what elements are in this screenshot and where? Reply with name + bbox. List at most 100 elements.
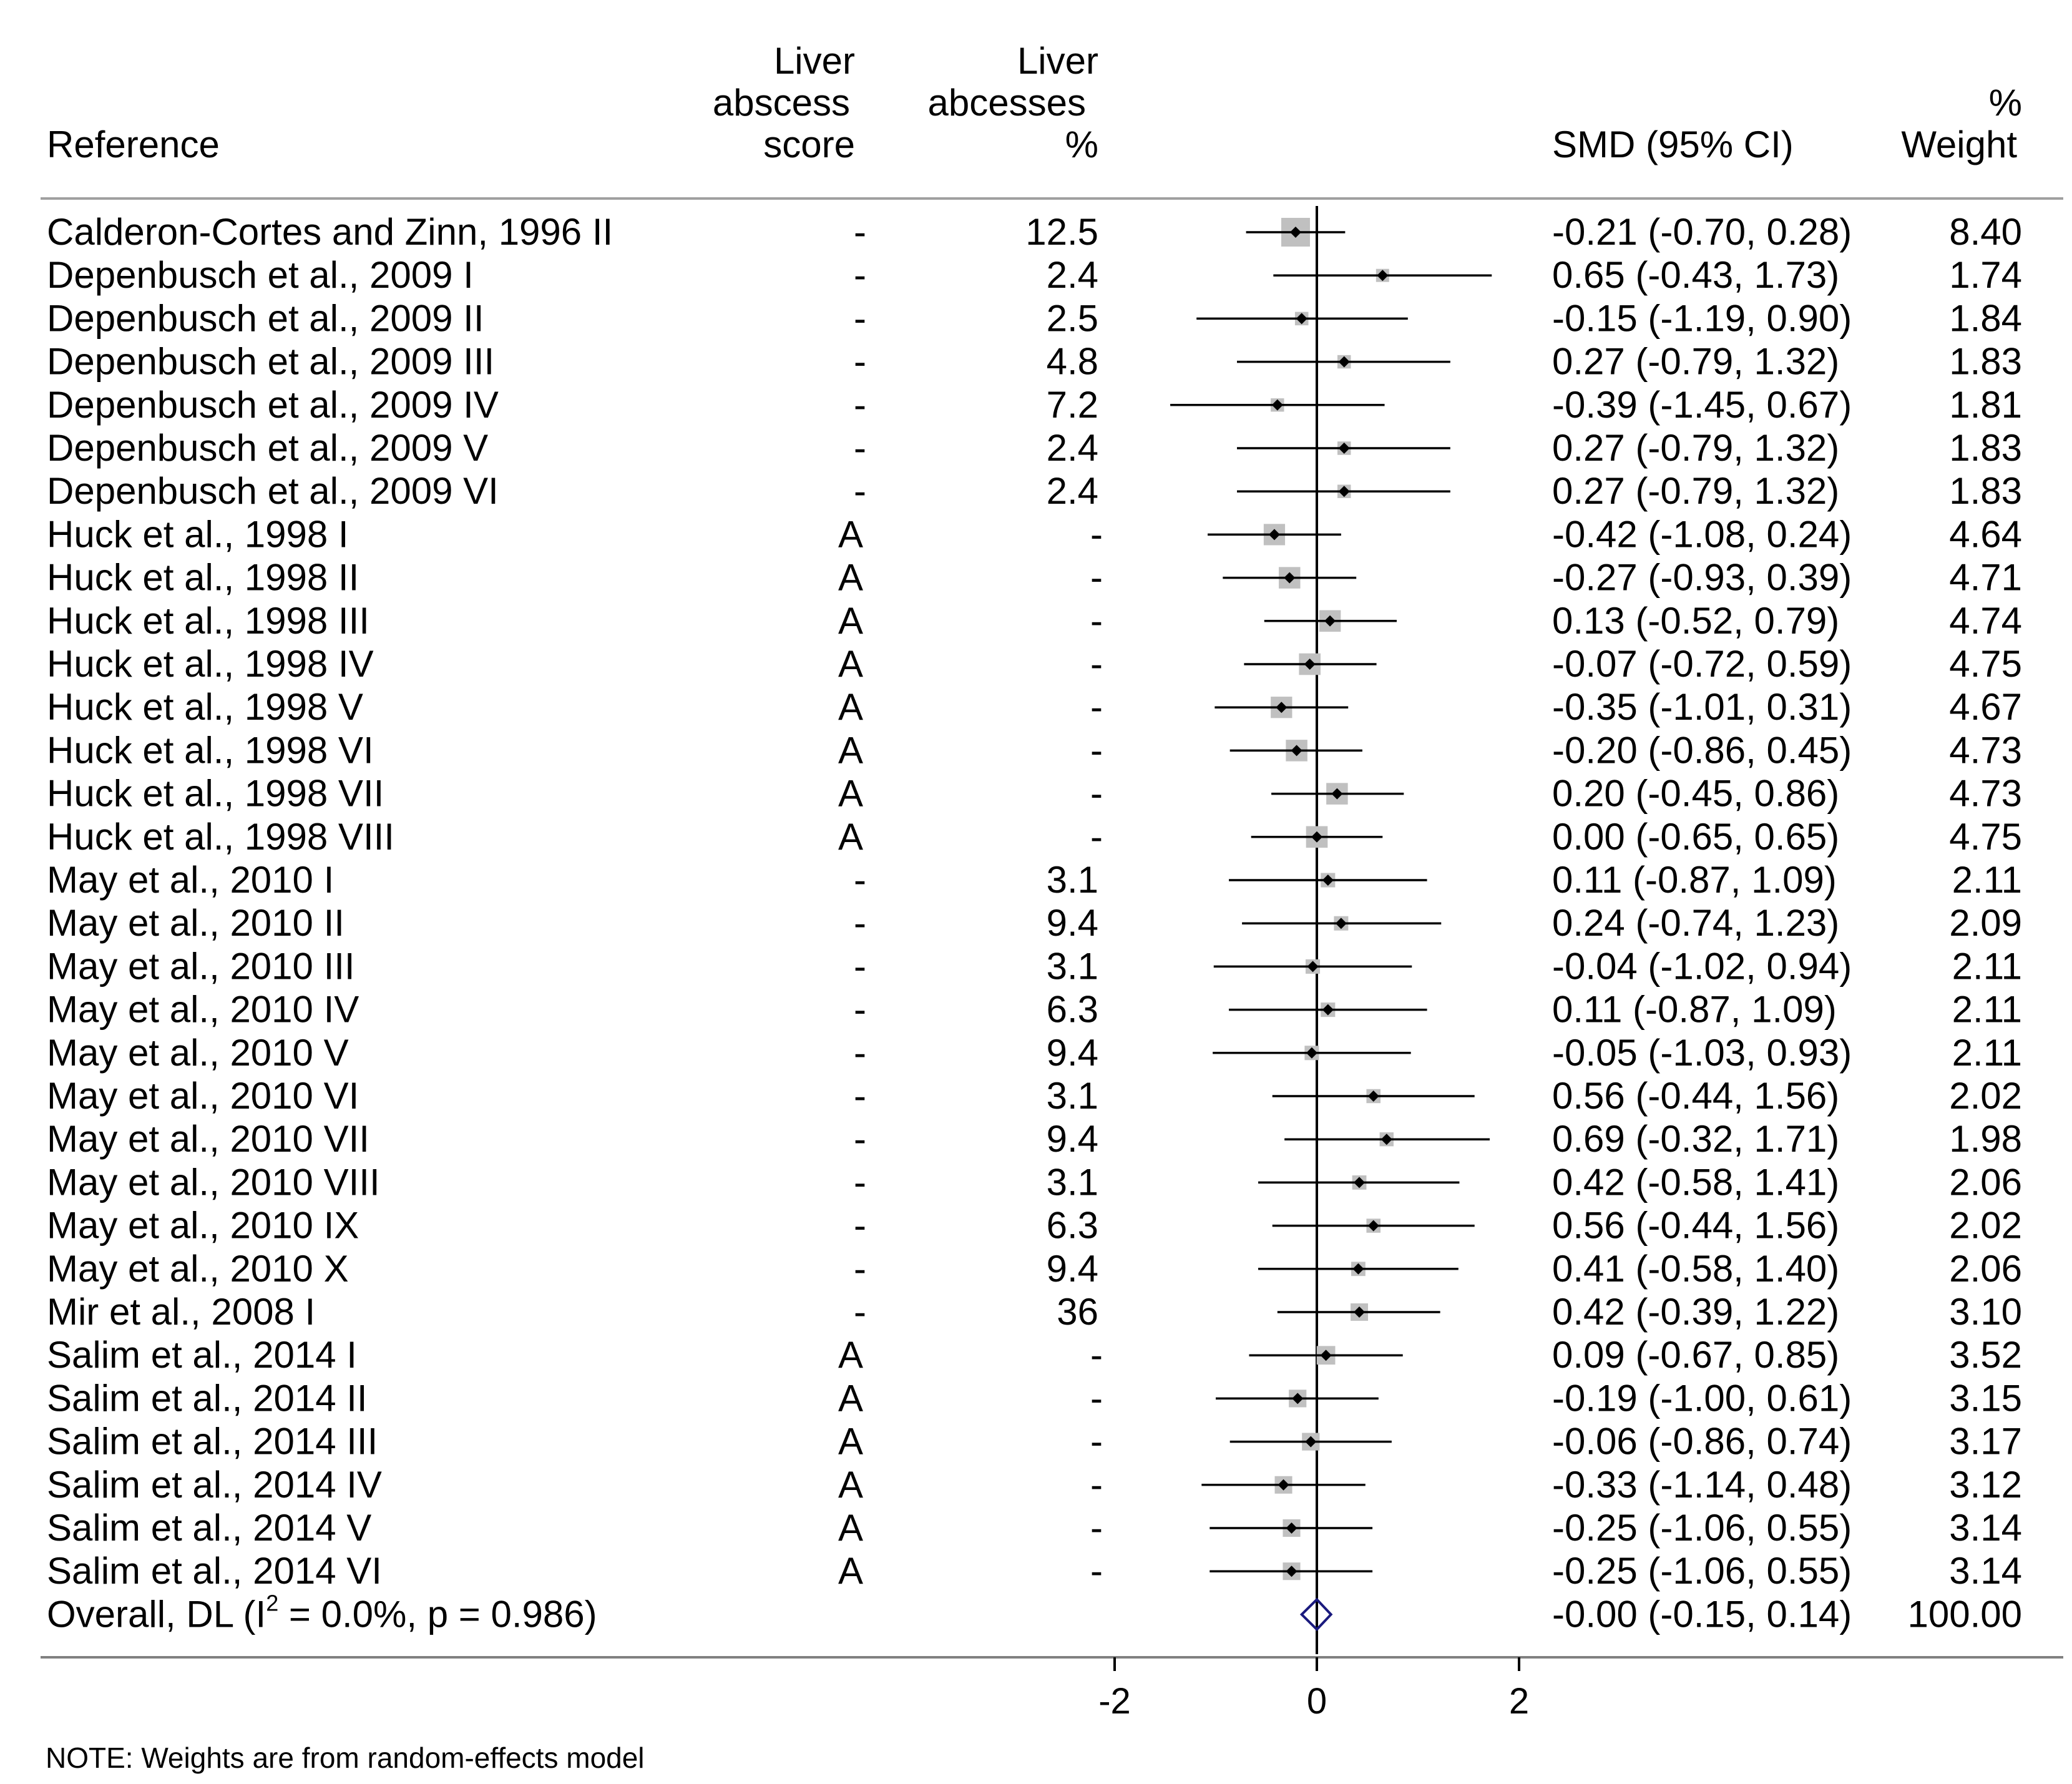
study-smd-ci: -0.19 (-1.00, 0.61) <box>1552 1377 1852 1419</box>
study-weight: 2.09 <box>1949 902 2022 944</box>
study-percent: 6.3 <box>1047 1205 1098 1247</box>
point-estimate <box>1271 399 1283 411</box>
study-score: A <box>838 1377 863 1419</box>
study-weight: 4.71 <box>1949 557 2022 599</box>
point-estimate <box>1331 788 1343 800</box>
overall-row: Overall, DL (I2 = 0.0%, p = 0.986) -0.00 … <box>47 1590 2022 1635</box>
x-tick-label: -2 <box>1098 1681 1131 1722</box>
study-smd-ci: -0.21 (-0.70, 0.28) <box>1552 211 1852 253</box>
point-estimate <box>1306 1047 1317 1059</box>
point-estimate <box>1338 486 1350 497</box>
study-percent: - <box>1090 816 1103 858</box>
study-label: May et al., 2010 VII <box>47 1118 369 1160</box>
point-estimate <box>1377 270 1389 282</box>
point-estimate <box>1367 1090 1379 1102</box>
study-smd-ci: 0.56 (-0.44, 1.56) <box>1552 1205 1839 1247</box>
study-percent: 9.4 <box>1047 1032 1098 1074</box>
point-estimate <box>1322 875 1334 886</box>
point-estimate <box>1338 443 1350 454</box>
study-weight: 1.81 <box>1949 384 2022 426</box>
study-smd-ci: -0.04 (-1.02, 0.94) <box>1552 945 1852 987</box>
study-percent: - <box>1090 1377 1103 1419</box>
study-row: Salim et al., 2014 I A - 0.09 (-0.67, 0.85)… <box>47 1334 2022 1376</box>
study-label: Huck et al., 1998 V <box>47 686 363 728</box>
study-label: May et al., 2010 VIII <box>47 1161 380 1203</box>
study-row: May et al., 2010 VI - 3.1 0.56 (-0.44, 1.56… <box>47 1075 2022 1117</box>
study-score: - <box>854 1291 866 1333</box>
study-score: - <box>854 384 866 426</box>
study-label: Salim et al., 2014 I <box>47 1334 357 1376</box>
point-estimate <box>1305 1436 1317 1448</box>
study-score: A <box>838 816 863 858</box>
study-score: A <box>838 513 863 555</box>
study-weight: 2.06 <box>1949 1161 2022 1203</box>
overall-smd-ci: -0.00 (-0.15, 0.14) <box>1552 1593 1852 1635</box>
study-smd-ci: 0.69 (-0.32, 1.71) <box>1552 1118 1839 1160</box>
study-percent: 2.5 <box>1047 297 1098 339</box>
header-score-line-1: Liver <box>774 40 855 82</box>
study-percent: - <box>1090 773 1103 815</box>
point-estimate <box>1307 961 1319 973</box>
study-score: - <box>854 1118 866 1160</box>
study-score: - <box>854 341 866 383</box>
study-label: Depenbusch et al., 2009 VI <box>47 470 499 512</box>
point-estimate <box>1284 572 1296 584</box>
study-percent: - <box>1090 1421 1103 1463</box>
study-row: Huck et al., 1998 VII A - 0.20 (-0.45, 0.86… <box>47 773 2022 815</box>
study-smd-ci: 0.11 (-0.87, 1.09) <box>1552 859 1837 901</box>
point-estimate <box>1324 615 1336 627</box>
study-score: A <box>838 600 863 642</box>
study-score: - <box>854 859 866 901</box>
study-smd-ci: 0.11 (-0.87, 1.09) <box>1552 989 1837 1031</box>
study-row: Calderon-Cortes and Zinn, 1996 II - 12.5 -0… <box>47 211 2022 253</box>
study-label: Huck et al., 1998 VII <box>47 773 384 815</box>
study-smd-ci: -0.27 (-0.93, 0.39) <box>1552 557 1852 599</box>
study-score: A <box>838 729 863 771</box>
study-score: - <box>854 470 866 512</box>
study-score: - <box>854 297 866 339</box>
study-score: - <box>854 989 866 1031</box>
study-row: Huck et al., 1998 V A - -0.35 (-1.01, 0.31)… <box>47 686 2022 728</box>
study-percent: 4.8 <box>1047 341 1098 383</box>
point-estimate <box>1311 831 1322 843</box>
study-score: - <box>854 1205 866 1247</box>
point-estimate <box>1304 659 1316 670</box>
study-label: May et al., 2010 III <box>47 945 355 987</box>
study-label: Depenbusch et al., 2009 I <box>47 254 474 296</box>
study-row: May et al., 2010 VII - 9.4 0.69 (-0.32, 1.7… <box>47 1118 2022 1160</box>
study-label: May et al., 2010 IV <box>47 989 359 1031</box>
study-row: Salim et al., 2014 VI A - -0.25 (-1.06, 0.5… <box>47 1550 2022 1592</box>
study-score: A <box>838 686 863 728</box>
x-tick-label: 2 <box>1509 1681 1529 1722</box>
study-row: Salim et al., 2014 IV A - -0.33 (-1.14, 0.4… <box>47 1464 2022 1506</box>
study-smd-ci: 0.27 (-0.79, 1.32) <box>1552 341 1839 383</box>
point-estimate <box>1291 745 1302 757</box>
study-row: May et al., 2010 II - 9.4 0.24 (-0.74, 1.23… <box>47 902 2022 944</box>
study-percent: - <box>1090 1334 1103 1376</box>
study-row: Salim et al., 2014 II A - -0.19 (-1.00, 0.6… <box>47 1377 2022 1419</box>
study-label: May et al., 2010 II <box>47 902 345 944</box>
study-weight: 2.02 <box>1949 1075 2022 1117</box>
study-smd-ci: 0.42 (-0.58, 1.41) <box>1552 1161 1839 1203</box>
study-label: Huck et al., 1998 VI <box>47 729 374 771</box>
study-percent: 6.3 <box>1047 989 1098 1031</box>
study-rows: Calderon-Cortes and Zinn, 1996 II -12.5 -0… <box>47 211 2022 1592</box>
point-estimate <box>1352 1263 1364 1275</box>
study-row: May et al., 2010 IV - 6.3 0.11 (-0.87, 1.09… <box>47 989 2022 1031</box>
study-row: Huck et al., 1998 II A - -0.27 (-0.93, 0.39… <box>47 557 2022 599</box>
study-weight: 1.83 <box>1949 427 2022 469</box>
study-label: Salim et al., 2014 IV <box>47 1464 382 1506</box>
study-score: A <box>838 643 863 685</box>
study-score: - <box>854 254 866 296</box>
study-percent: 12.5 <box>1025 211 1098 253</box>
study-smd-ci: 0.24 (-0.74, 1.23) <box>1552 902 1839 944</box>
study-weight: 1.84 <box>1949 297 2022 339</box>
study-weight: 2.02 <box>1949 1205 2022 1247</box>
column-headers: Reference Liver abscess score Liver abce… <box>47 40 2022 165</box>
point-estimate <box>1296 313 1307 325</box>
study-weight: 8.40 <box>1949 211 2022 253</box>
header-abscesses-line-1: Liver <box>1017 40 1098 82</box>
study-row: May et al., 2010 IX - 6.3 0.56 (-0.44, 1.56… <box>47 1205 2022 1247</box>
study-weight: 1.83 <box>1949 470 2022 512</box>
study-row: May et al., 2010 X - 9.4 0.41 (-0.58, 1.40)… <box>47 1248 2022 1290</box>
